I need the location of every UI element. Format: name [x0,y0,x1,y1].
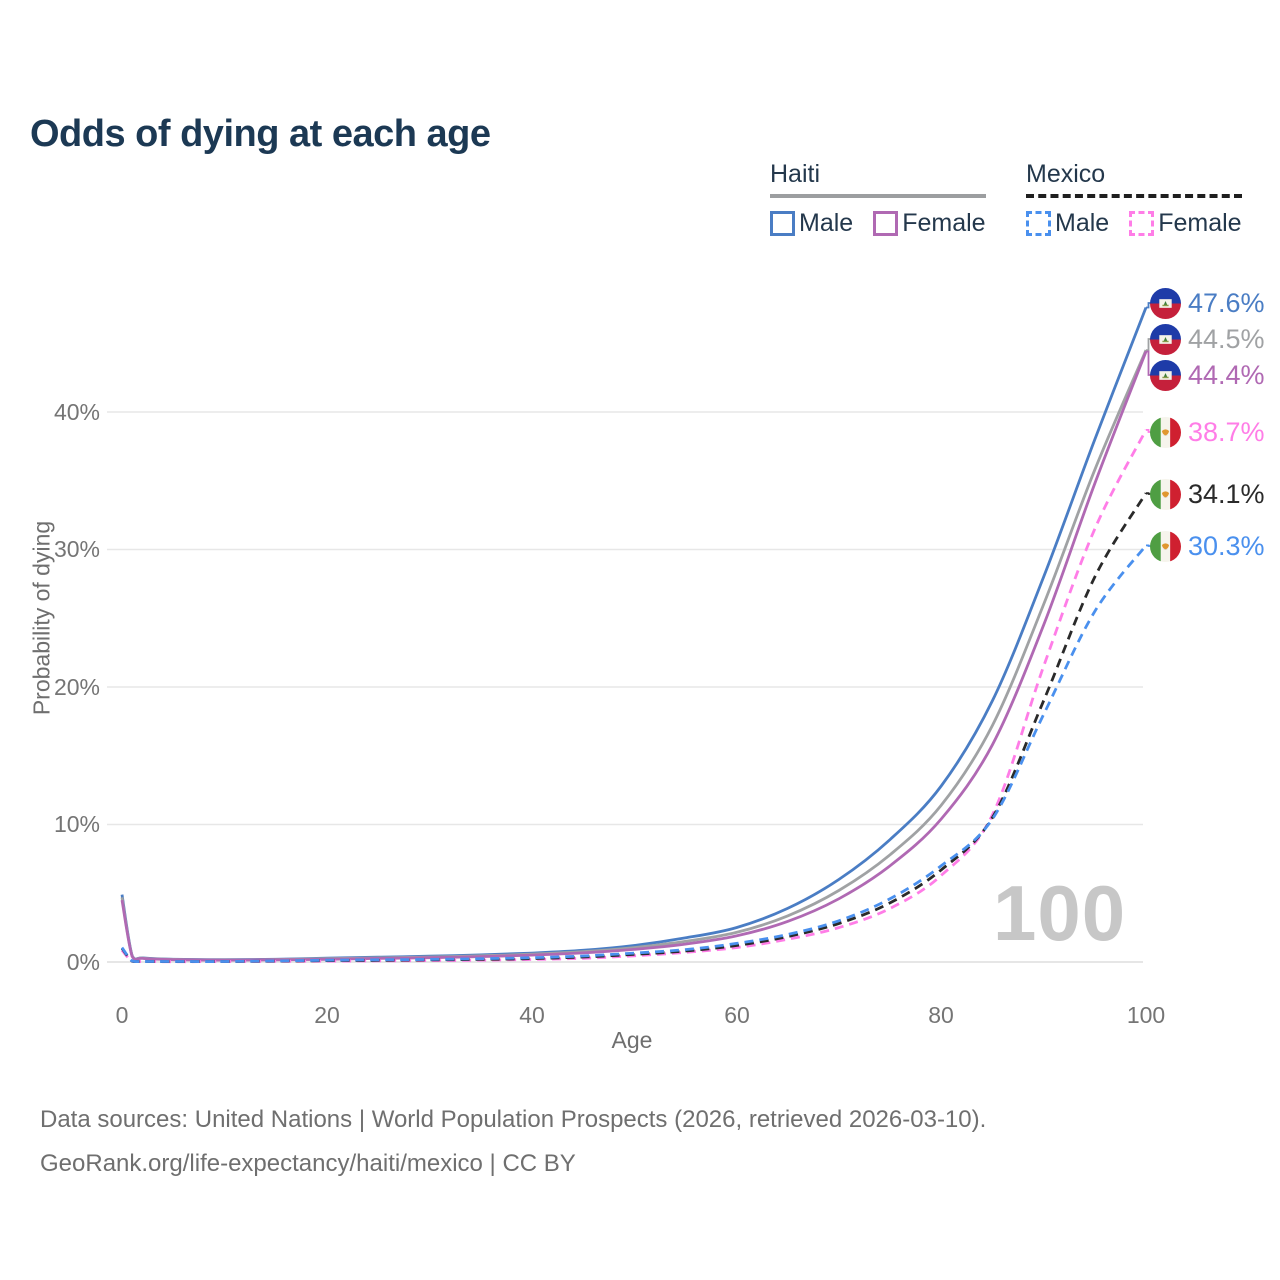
haiti-line-style-sample [770,194,986,198]
x-tick-40: 40 [519,1002,545,1028]
end-value: 44.4% [1188,359,1265,390]
x-tick-0: 0 [115,1002,129,1028]
x-tick-80: 80 [928,1002,954,1028]
x-tick-100: 100 [1126,1002,1166,1028]
mexico-male-swatch [1026,211,1051,236]
end-value: 30.3% [1188,530,1265,561]
y-tick-0: 0% [66,949,100,975]
legend-item-label: Male [1055,209,1110,237]
legend-item-label: Female [902,209,986,237]
end-value: 44.5% [1188,323,1265,354]
haiti-flag-icon [1150,360,1181,391]
haiti-flag-icon [1150,324,1181,355]
end-label-mexico: 34.1% [1150,478,1265,510]
y-tick-10: 10% [53,811,100,837]
legend-group-haiti: Haiti Male Female [770,160,986,238]
chart-title: Odds of dying at each age [30,113,491,156]
mexico-flag-icon [1150,417,1181,448]
mexico-flag-icon [1150,479,1181,510]
haiti-flag-icon [1150,288,1181,319]
x-axis-title: Age [611,1027,653,1053]
end-label-mexico-female: 38.7% [1150,416,1265,448]
hover-age-indicator: 100 [993,869,1127,957]
legend-country-mexico[interactable]: Mexico [1026,160,1106,188]
end-value: 47.6% [1188,287,1265,318]
mexico-flag-icon [1150,531,1181,562]
haiti-female-swatch [873,211,899,236]
legend-item-haiti-female[interactable]: Female [873,209,986,238]
end-value: 34.1% [1188,478,1265,509]
legend-item-label: Male [799,209,854,237]
legend-item-mexico-female[interactable]: Female [1129,209,1242,238]
x-tick-20: 20 [314,1002,340,1028]
mexico-female-swatch [1129,211,1155,236]
footer-attribution: GeoRank.org/life-expectancy/haiti/mexico… [40,1150,576,1177]
y-tick-30: 30% [53,536,100,562]
mexico-line-style-sample [1026,194,1242,198]
end-label-haiti-male: 47.6% [1150,287,1265,319]
legend-item-haiti-male[interactable]: Male [770,209,853,238]
legend-item-label: Female [1158,209,1242,237]
end-value: 38.7% [1188,416,1265,447]
end-label-haiti-female: 44.4% [1150,359,1265,391]
y-tick-20: 20% [53,674,100,700]
end-label-mexico-male: 30.3% [1150,530,1265,562]
x-tick-60: 60 [724,1002,750,1028]
y-tick-40: 40% [53,399,100,425]
legend-country-haiti[interactable]: Haiti [770,160,821,188]
haiti-male-swatch [770,211,795,236]
legend-group-mexico: Mexico Male Female [1026,160,1242,238]
footer-data-sources: Data sources: United Nations | World Pop… [40,1106,987,1133]
end-label-haiti: 44.5% [1150,323,1265,355]
legend-item-mexico-male[interactable]: Male [1026,209,1109,238]
